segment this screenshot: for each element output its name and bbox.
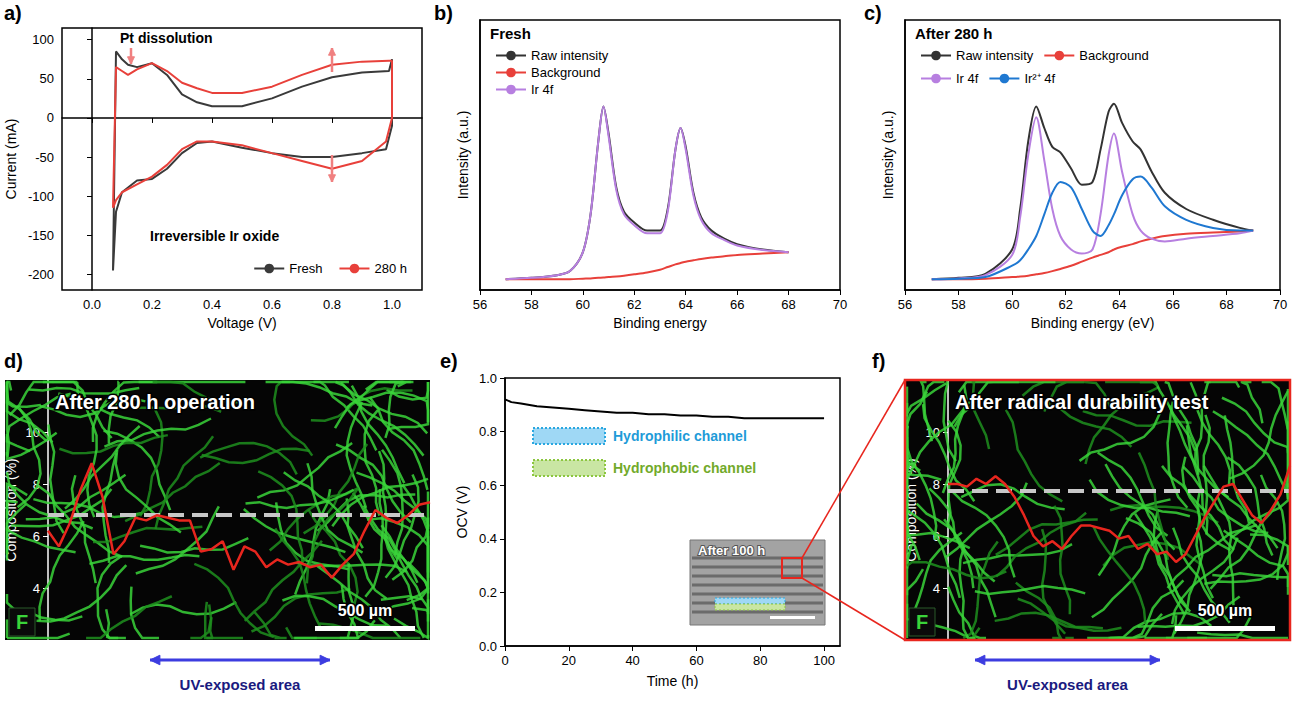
svg-text:Ir²⁺ 4f: Ir²⁺ 4f xyxy=(1024,71,1055,86)
svg-text:4: 4 xyxy=(33,581,40,596)
svg-text:0.6: 0.6 xyxy=(263,297,281,312)
svg-text:b): b) xyxy=(434,2,453,24)
svg-text:e): e) xyxy=(440,350,458,372)
svg-text:62: 62 xyxy=(1058,297,1072,312)
svg-text:80: 80 xyxy=(753,653,767,668)
svg-text:1.0: 1.0 xyxy=(383,297,401,312)
svg-text:-200: -200 xyxy=(28,267,54,282)
svg-text:1.0: 1.0 xyxy=(479,371,497,386)
svg-text:0: 0 xyxy=(501,653,508,668)
svg-text:0.2: 0.2 xyxy=(143,297,161,312)
svg-text:0.8: 0.8 xyxy=(323,297,341,312)
svg-text:0.0: 0.0 xyxy=(479,639,497,654)
svg-text:Time (h): Time (h) xyxy=(647,673,699,689)
svg-text:56: 56 xyxy=(898,297,912,312)
svg-text:62: 62 xyxy=(627,297,641,312)
svg-text:Composition (%): Composition (%) xyxy=(3,458,19,561)
svg-text:100: 100 xyxy=(813,653,835,668)
svg-text:Raw intensity: Raw intensity xyxy=(531,48,609,63)
svg-text:8: 8 xyxy=(32,476,40,492)
svg-text:Ir 4f: Ir 4f xyxy=(531,82,554,97)
svg-text:Intensity (a.u.): Intensity (a.u.) xyxy=(880,111,896,200)
svg-text:Fresh: Fresh xyxy=(490,25,531,42)
svg-text:Binding energy: Binding energy xyxy=(613,315,706,331)
svg-text:a): a) xyxy=(4,2,22,24)
svg-text:500 µm: 500 µm xyxy=(338,602,393,619)
svg-text:F: F xyxy=(16,611,28,633)
svg-text:0: 0 xyxy=(47,110,54,125)
svg-text:8: 8 xyxy=(932,476,940,492)
svg-text:Irreversible Ir oxide: Irreversible Ir oxide xyxy=(150,228,279,244)
svg-text:50: 50 xyxy=(40,71,54,86)
svg-text:f): f) xyxy=(872,350,885,372)
svg-text:500 µm: 500 µm xyxy=(1198,602,1253,619)
svg-text:Raw intensity: Raw intensity xyxy=(956,48,1034,63)
svg-text:64: 64 xyxy=(1112,297,1126,312)
svg-text:4: 4 xyxy=(933,581,940,596)
svg-text:60: 60 xyxy=(1005,297,1019,312)
svg-text:0.8: 0.8 xyxy=(479,424,497,439)
svg-text:Ir 4f: Ir 4f xyxy=(956,71,979,86)
svg-text:UV-exposed area: UV-exposed area xyxy=(1007,676,1129,693)
svg-text:After 280 h operation: After 280 h operation xyxy=(55,391,255,413)
svg-text:Binding energy (eV): Binding energy (eV) xyxy=(1031,315,1155,331)
svg-text:64: 64 xyxy=(678,297,692,312)
svg-text:OCV (V): OCV (V) xyxy=(454,486,470,539)
svg-text:0.0: 0.0 xyxy=(83,297,101,312)
svg-text:60: 60 xyxy=(576,297,590,312)
svg-text:0.2: 0.2 xyxy=(479,585,497,600)
svg-text:58: 58 xyxy=(524,297,538,312)
svg-text:0.4: 0.4 xyxy=(479,531,497,546)
svg-text:After radical durability test: After radical durability test xyxy=(955,391,1209,413)
svg-text:60: 60 xyxy=(689,653,703,668)
svg-text:280 h: 280 h xyxy=(374,261,407,276)
svg-text:UV-exposed area: UV-exposed area xyxy=(180,676,302,693)
svg-text:Hydrophilic channel: Hydrophilic channel xyxy=(613,428,747,444)
svg-text:Current (mA): Current (mA) xyxy=(3,119,19,200)
svg-text:0.4: 0.4 xyxy=(203,297,221,312)
svg-text:-150: -150 xyxy=(28,228,54,243)
svg-text:56: 56 xyxy=(473,297,487,312)
svg-text:Background: Background xyxy=(1079,48,1148,63)
svg-text:Background: Background xyxy=(531,65,600,80)
svg-text:Pt dissolution: Pt dissolution xyxy=(120,30,213,46)
svg-text:Hydrophobic channel: Hydrophobic channel xyxy=(613,460,756,476)
svg-text:Voltage (V): Voltage (V) xyxy=(207,315,276,331)
svg-text:68: 68 xyxy=(1219,297,1233,312)
svg-text:Fresh: Fresh xyxy=(289,261,322,276)
svg-text:6: 6 xyxy=(32,528,40,544)
svg-text:58: 58 xyxy=(951,297,965,312)
svg-text:20: 20 xyxy=(562,653,576,668)
svg-text:40: 40 xyxy=(625,653,639,668)
svg-text:66: 66 xyxy=(730,297,744,312)
svg-text:Intensity (a.u.): Intensity (a.u.) xyxy=(455,111,471,200)
svg-text:F: F xyxy=(916,611,928,633)
svg-text:After 280 h: After 280 h xyxy=(915,25,993,42)
svg-text:68: 68 xyxy=(781,297,795,312)
svg-text:100: 100 xyxy=(32,32,54,47)
svg-text:-100: -100 xyxy=(28,189,54,204)
svg-text:0.6: 0.6 xyxy=(479,478,497,493)
svg-text:-50: -50 xyxy=(35,150,54,165)
svg-text:70: 70 xyxy=(1273,297,1287,312)
svg-text:70: 70 xyxy=(833,297,847,312)
svg-text:c): c) xyxy=(864,2,882,24)
svg-text:After 100 h: After 100 h xyxy=(698,543,765,558)
svg-text:d): d) xyxy=(4,350,23,372)
svg-text:66: 66 xyxy=(1166,297,1180,312)
